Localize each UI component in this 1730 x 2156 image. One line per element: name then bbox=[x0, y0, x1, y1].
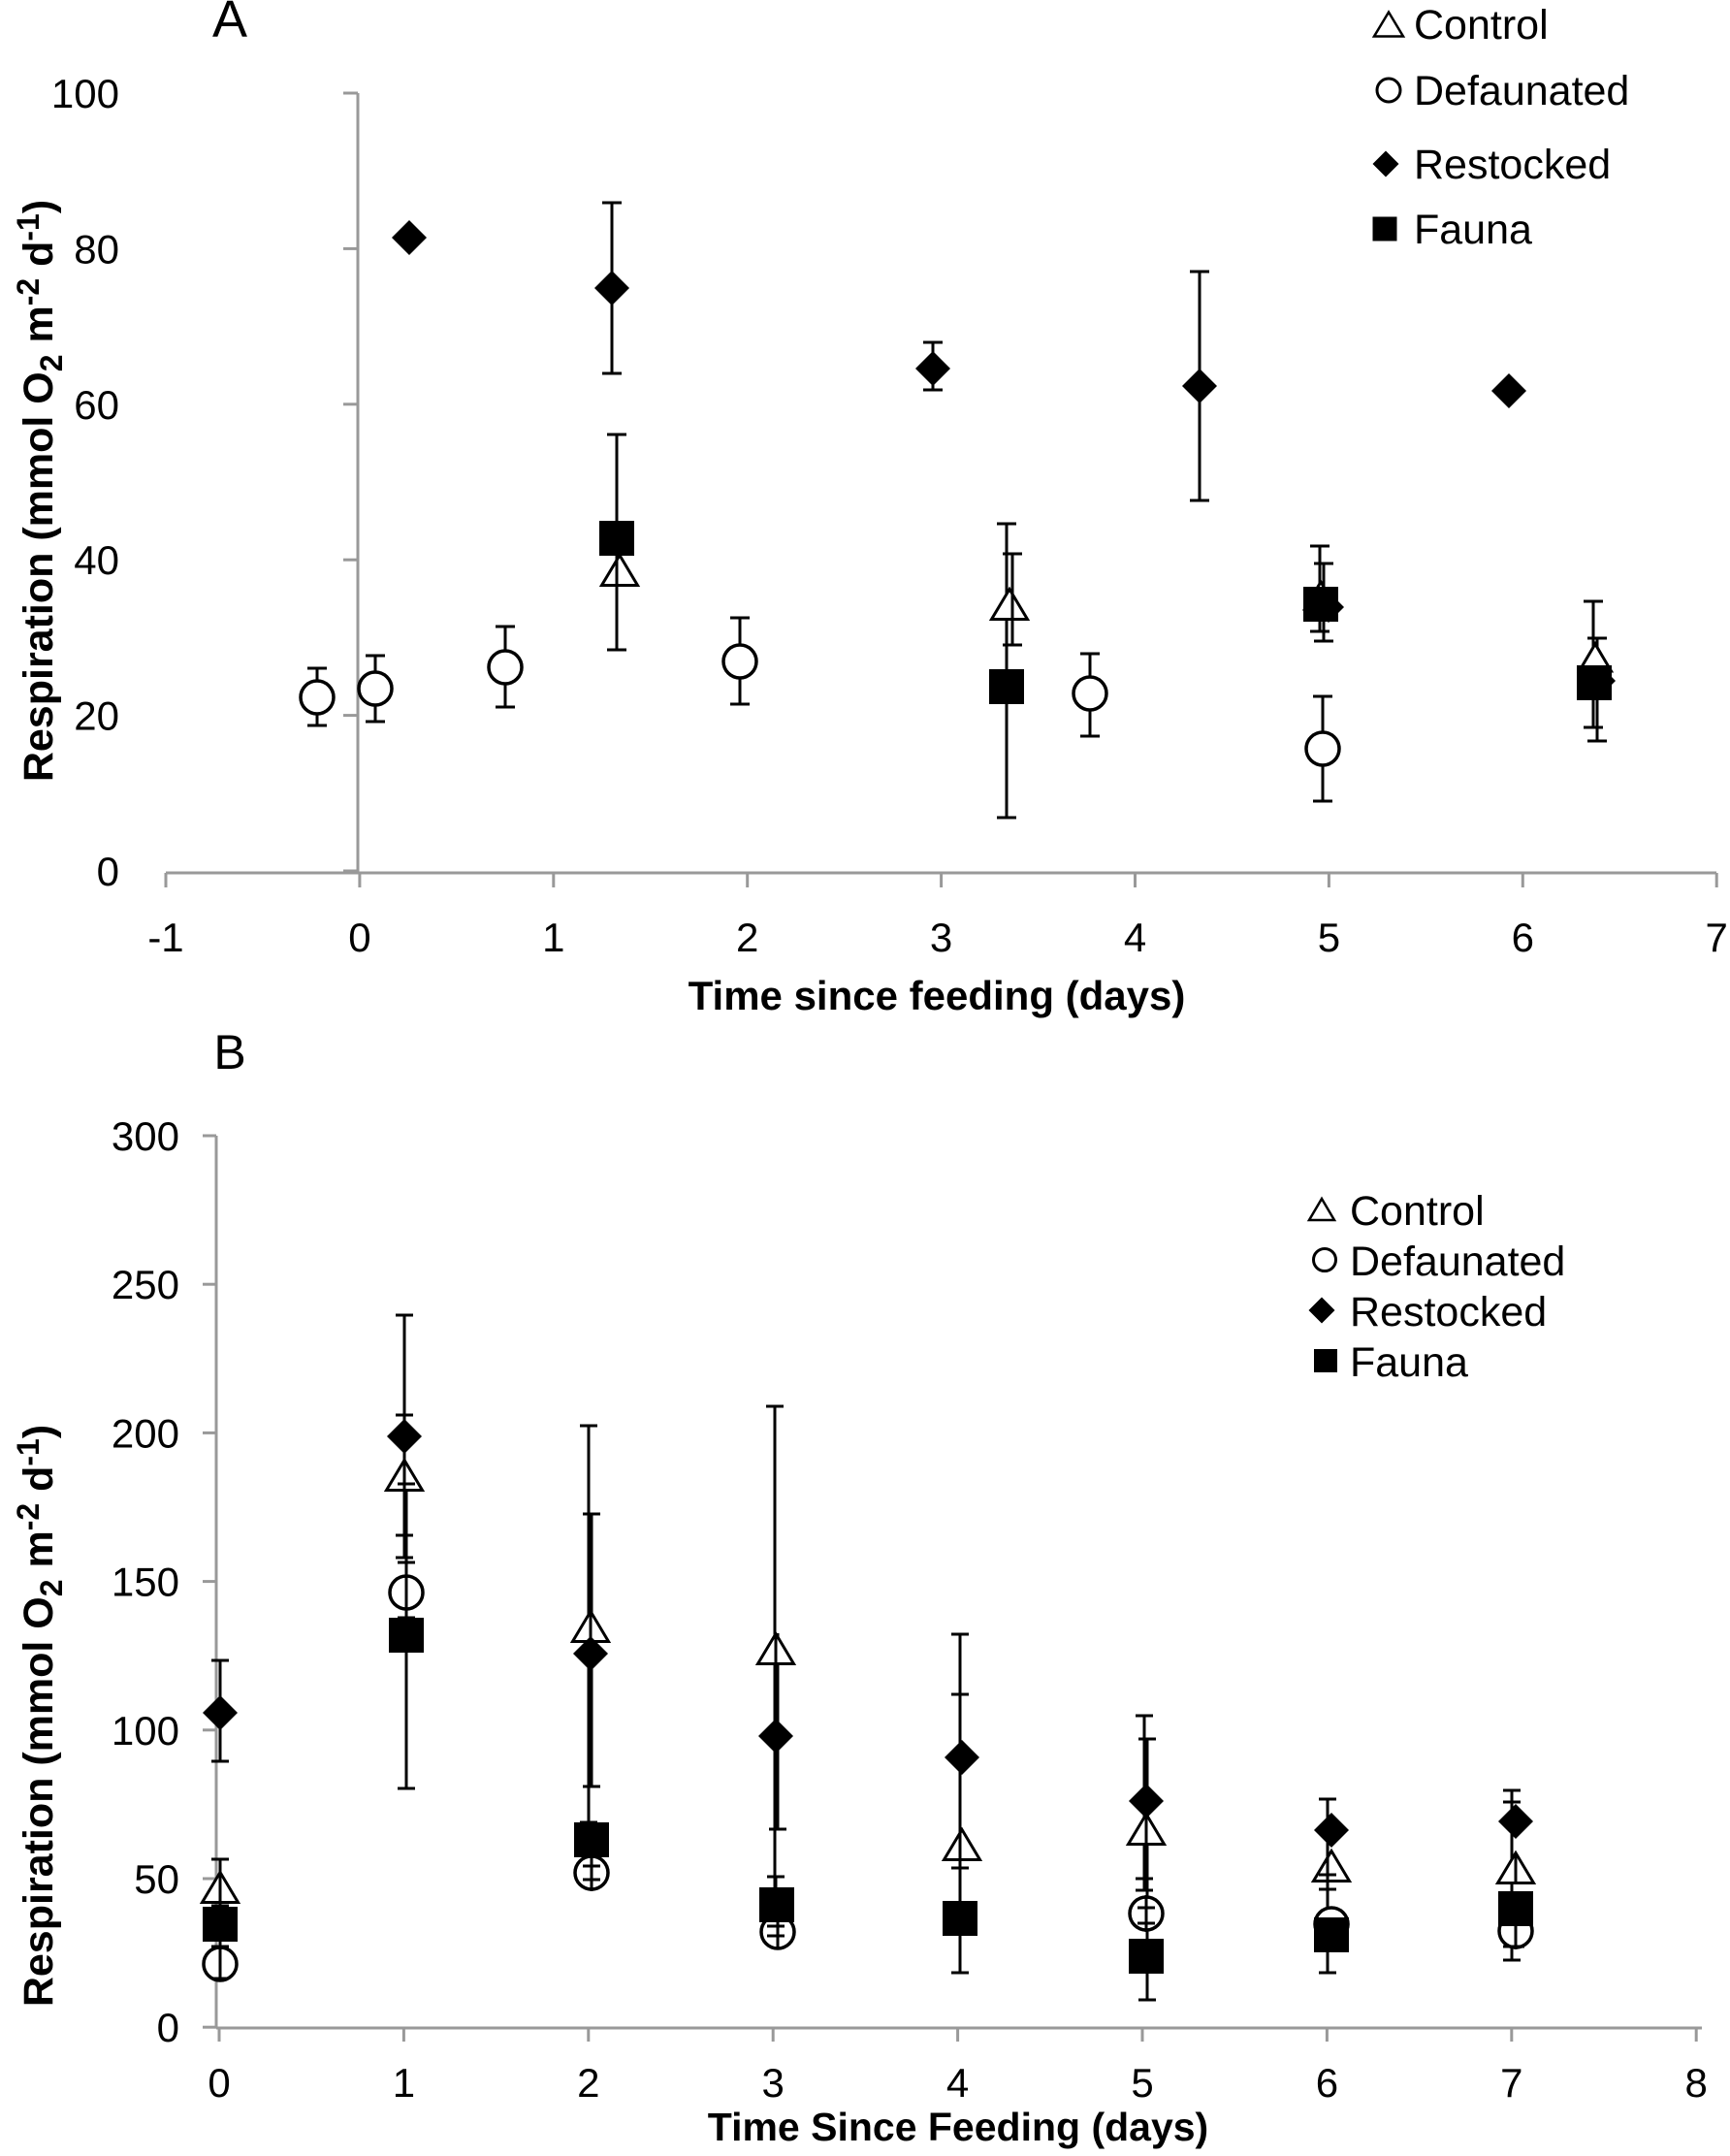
svg-text:Fauna: Fauna bbox=[1350, 1339, 1468, 1386]
svg-text:A: A bbox=[212, 0, 247, 48]
svg-text:Fauna: Fauna bbox=[1414, 207, 1532, 253]
svg-text:80: 80 bbox=[74, 226, 119, 272]
svg-text:1: 1 bbox=[393, 2060, 415, 2106]
svg-text:Time Since Feeding (days): Time Since Feeding (days) bbox=[708, 2105, 1208, 2149]
svg-text:20: 20 bbox=[74, 693, 119, 739]
svg-text:Defaunated: Defaunated bbox=[1350, 1239, 1565, 1285]
svg-text:8: 8 bbox=[1685, 2060, 1708, 2106]
svg-text:Restocked: Restocked bbox=[1414, 142, 1611, 188]
svg-text:3: 3 bbox=[930, 915, 952, 960]
svg-text:5: 5 bbox=[1131, 2060, 1153, 2106]
svg-text:Restocked: Restocked bbox=[1350, 1289, 1547, 1335]
svg-text:-1: -1 bbox=[147, 915, 183, 960]
svg-text:0: 0 bbox=[97, 849, 119, 894]
svg-text:Time since feeding (days): Time since feeding (days) bbox=[689, 973, 1186, 1018]
svg-text:4: 4 bbox=[1124, 915, 1146, 960]
svg-text:7: 7 bbox=[1500, 2060, 1522, 2106]
svg-text:0: 0 bbox=[348, 915, 370, 960]
svg-text:Control: Control bbox=[1414, 2, 1549, 48]
svg-text:7: 7 bbox=[1706, 915, 1728, 960]
svg-text:Respiration (mmol O2 m-2 d-1): Respiration (mmol O2 m-2 d-1) bbox=[11, 200, 69, 782]
svg-text:3: 3 bbox=[762, 2060, 785, 2106]
svg-text:60: 60 bbox=[74, 382, 119, 428]
svg-text:6: 6 bbox=[1316, 2060, 1338, 2106]
svg-text:1: 1 bbox=[542, 915, 564, 960]
svg-text:2: 2 bbox=[577, 2060, 599, 2106]
svg-text:100: 100 bbox=[51, 71, 119, 116]
svg-text:5: 5 bbox=[1318, 915, 1340, 960]
svg-text:4: 4 bbox=[946, 2060, 969, 2106]
svg-text:0: 0 bbox=[208, 2060, 230, 2106]
svg-text:2: 2 bbox=[736, 915, 758, 960]
svg-text:300: 300 bbox=[112, 1113, 179, 1159]
svg-text:50: 50 bbox=[134, 1856, 179, 1902]
svg-text:150: 150 bbox=[112, 1560, 179, 1605]
svg-text:6: 6 bbox=[1512, 915, 1534, 960]
svg-text:200: 200 bbox=[112, 1410, 179, 1456]
svg-text:Defaunated: Defaunated bbox=[1414, 68, 1629, 114]
svg-text:100: 100 bbox=[112, 1708, 179, 1754]
svg-text:B: B bbox=[213, 1025, 245, 1079]
svg-text:250: 250 bbox=[112, 1262, 179, 1307]
svg-text:0: 0 bbox=[157, 2005, 179, 2050]
svg-text:40: 40 bbox=[74, 537, 119, 583]
svg-text:Control: Control bbox=[1350, 1188, 1485, 1235]
